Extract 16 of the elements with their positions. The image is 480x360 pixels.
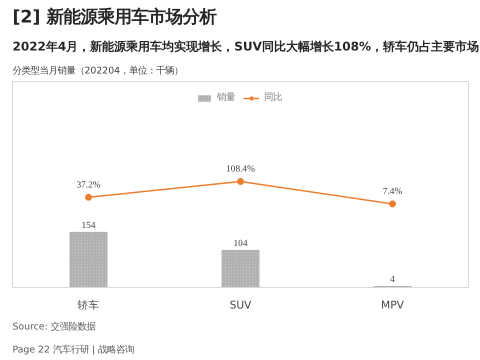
data-label: 37.2% <box>76 180 101 190</box>
legend-label: 销量 <box>217 91 236 104</box>
x-tick-label: MPV <box>381 298 405 312</box>
source-note: Source: 交强险数据 <box>12 322 96 332</box>
data-label: 108.4% <box>226 164 256 175</box>
text: 分类型当月销量（202204，单位：千辆） <box>12 66 184 76</box>
data-label: 154 <box>82 220 96 231</box>
chart-title: [2] 新能源乘用车市场分析 <box>12 8 216 28</box>
x-tick-label: 轿车 <box>78 298 100 312</box>
data-label: 104 <box>234 238 248 249</box>
legend-label: 同比 <box>264 91 283 104</box>
data-label: 7.4% <box>382 186 402 197</box>
x-tick-label: SUV <box>230 298 252 312</box>
text: Page 22 汽车行研 | 战略咨询 <box>12 344 134 356</box>
data-label: 4 <box>390 275 396 286</box>
chart-subtitle: 2022年4月，新能源乘用车均实现增长，SUV同比大幅增长108%，轿车仍占主要市场 <box>12 40 479 54</box>
